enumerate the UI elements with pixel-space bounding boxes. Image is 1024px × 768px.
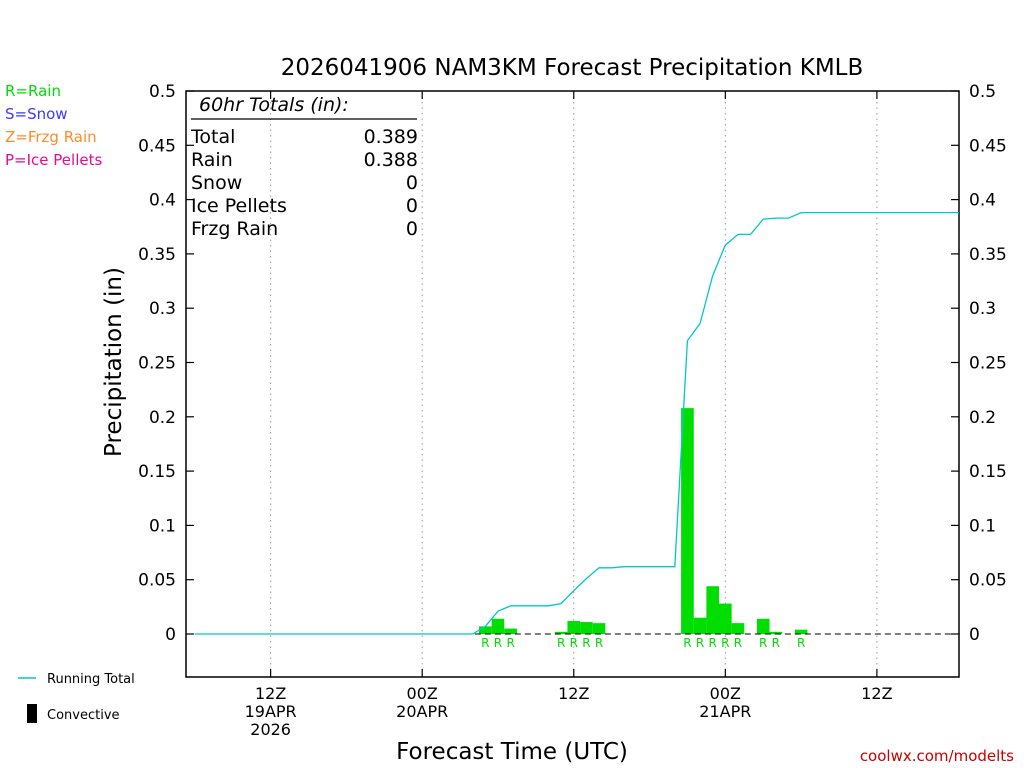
x-tick-label: 20APR: [396, 702, 448, 721]
precip-type-label: R: [772, 636, 780, 650]
precip-bar: [580, 622, 593, 634]
precip-bar: [681, 408, 694, 634]
x-tick-label: 12Z: [558, 684, 589, 703]
y-tick-label-right: 0.45: [969, 136, 1007, 156]
precip-type-label: R: [506, 636, 514, 650]
x-tick-label: 00Z: [407, 684, 438, 703]
x-tick-label: 12Z: [861, 684, 892, 703]
precip-bar: [756, 618, 770, 634]
totals-row-label: Rain: [191, 149, 233, 171]
precip-bar: [693, 617, 707, 634]
y-tick-label-left: 0.35: [138, 245, 176, 265]
running-total-line: [194, 211, 959, 635]
watermark: coolwx.com/modelts: [860, 747, 1014, 765]
y-tick-label-right: 0.35: [969, 245, 1007, 265]
y-axis-label: Precipitation (in): [101, 267, 127, 457]
running-total-series: [194, 211, 959, 635]
y-tick-label-left: 0.2: [149, 408, 176, 428]
y-tick-label-left: 0.45: [138, 136, 176, 156]
precip-type-key-item: R=Rain: [5, 82, 61, 100]
chart-title: 2026041906 NAM3KM Forecast Precipitation…: [281, 55, 864, 81]
precip-type-label: R: [494, 636, 502, 650]
totals-box: 60hr Totals (in): Total 0.389 Rain 0.388 Sno…: [190, 94, 418, 240]
precip-type-label: R: [595, 636, 603, 650]
precip-type-label: R: [570, 636, 578, 650]
plot-frame: [185, 90, 960, 678]
precip-type-label: R: [709, 636, 717, 650]
y-tick-label-right: 0.1: [969, 516, 996, 536]
precip-type-label: R: [759, 636, 767, 650]
x-tick-label: 19APR: [245, 702, 297, 721]
y-axis: 0 00.05 0.050.1 0.10.15 0.150.2 0.20.25 0.250.…: [138, 82, 1007, 645]
precip-type-label: R: [696, 636, 704, 650]
x-tick-label: 21APR: [699, 702, 751, 721]
y-tick-label-right: 0.15: [969, 462, 1007, 482]
y-tick-label-left: 0.3: [149, 299, 176, 319]
y-tick-label-right: 0: [969, 625, 980, 645]
precip-bar: [706, 586, 720, 634]
precip-type-key-item: Z=Frzg Rain: [5, 128, 97, 146]
precip-bar: [719, 603, 732, 634]
precip-type-label: R: [721, 636, 729, 650]
y-tick-label-right: 0.2: [969, 408, 996, 428]
precip-bar: [567, 620, 581, 634]
x-tick-label: 2026: [250, 720, 291, 739]
totals-row-value: 0: [406, 195, 418, 217]
precip-bar: [491, 618, 505, 634]
totals-row-label: Snow: [191, 172, 242, 194]
grid-lines: [270, 91, 878, 677]
totals-row-label: Total: [190, 126, 235, 148]
precip-type-label: R: [797, 636, 805, 650]
legend-running-total-label: Running Total: [47, 672, 135, 687]
x-axis-label: Forecast Time (UTC): [396, 739, 628, 765]
y-tick-label-left: 0.1: [149, 516, 176, 536]
totals-row-value: 0.389: [364, 126, 418, 148]
y-tick-label-left: 0.4: [149, 191, 176, 211]
precip-bar: [794, 629, 808, 634]
precip-type-key-item: S=Snow: [5, 105, 68, 123]
x-tick-label: 00Z: [710, 684, 741, 703]
totals-heading: 60hr Totals (in):: [199, 94, 349, 116]
precip-type-label: R: [582, 636, 590, 650]
y-tick-label-right: 0.25: [969, 354, 1007, 374]
legend: Running Total Convective: [18, 672, 135, 723]
totals-row-label: Ice Pellets: [191, 195, 287, 217]
y-tick-label-left: 0.5: [149, 82, 176, 102]
x-tick-label: 12Z: [255, 684, 286, 703]
legend-convective-label: Convective: [47, 708, 120, 723]
totals-row-value: 0.388: [364, 149, 418, 171]
y-tick-label-right: 0.05: [969, 571, 1007, 591]
y-tick-label-right: 0.3: [969, 299, 996, 319]
totals-row-value: 0: [406, 172, 418, 194]
y-tick-label-left: 0: [165, 625, 176, 645]
bar-series: [479, 408, 808, 634]
precip-bar: [769, 631, 783, 634]
precip-type-label: R: [557, 636, 565, 650]
precip-bar: [479, 626, 492, 634]
precip-type-key: R=Rain S=Snow Z=Frzg Rain P=Ice Pellets: [5, 82, 102, 169]
totals-row-label: Frzg Rain: [191, 218, 278, 240]
totals-rows: Total 0.389 Rain 0.388 Snow 0 Ice Pellets 0 Frzg…: [190, 126, 418, 240]
precip-bar: [592, 623, 606, 634]
y-tick-label-right: 0.5: [969, 82, 996, 102]
precip-bar: [731, 623, 745, 634]
precip-type-label: R: [481, 636, 489, 650]
precip-type-label: R: [683, 636, 691, 650]
legend-convective-swatch: [27, 704, 37, 723]
precip-bar: [554, 631, 568, 634]
precip-type-label: R: [734, 636, 742, 650]
y-tick-label-left: 0.25: [138, 354, 176, 374]
y-tick-label-left: 0.15: [138, 462, 176, 482]
precip-bar: [504, 628, 517, 634]
y-tick-label-right: 0.4: [969, 191, 996, 211]
totals-row-value: 0: [406, 218, 418, 240]
precip-type-key-item: P=Ice Pellets: [5, 151, 102, 169]
y-tick-label-left: 0.05: [138, 571, 176, 591]
